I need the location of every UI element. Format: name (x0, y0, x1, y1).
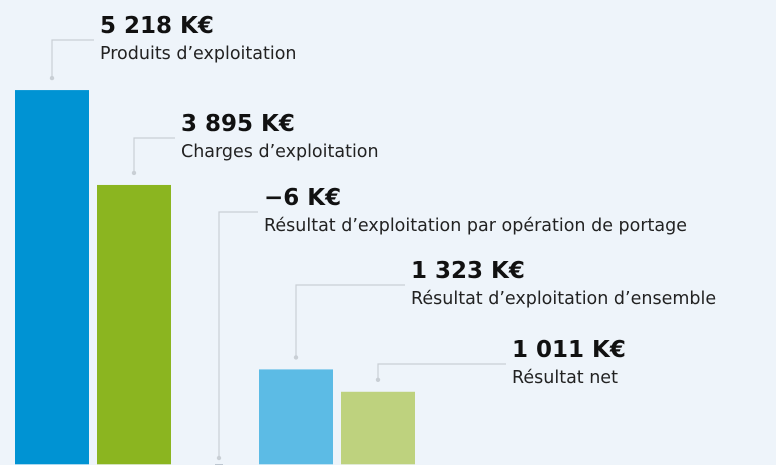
leader-dot (216, 455, 222, 461)
category-label: Résultat net (512, 368, 618, 388)
value-label: 3 895 K€ (181, 111, 295, 137)
leader-line (295, 284, 405, 358)
leader-line (133, 137, 175, 173)
category-label: Produits d’exploitation (100, 44, 297, 64)
leader-dot (131, 170, 137, 176)
bar (97, 184, 171, 465)
bar (15, 90, 89, 465)
category-label: Résultat d’exploitation d’ensemble (411, 289, 716, 309)
category-label: Résultat d’exploitation par opération de… (264, 216, 687, 236)
leader-dot (293, 355, 299, 360)
category-label: Charges d’exploitation (181, 142, 379, 162)
leader-line (218, 211, 258, 458)
value-label: 1 011 K€ (512, 337, 626, 363)
value-label: −6 K€ (264, 185, 341, 211)
leader-line (377, 363, 506, 380)
bar (341, 391, 415, 465)
leader-line (51, 39, 94, 79)
leader-dot (375, 377, 381, 382)
value-label: 5 218 K€ (100, 13, 214, 39)
value-label: 1 323 K€ (411, 258, 525, 284)
leader-dot (49, 75, 55, 81)
bar (259, 369, 333, 465)
